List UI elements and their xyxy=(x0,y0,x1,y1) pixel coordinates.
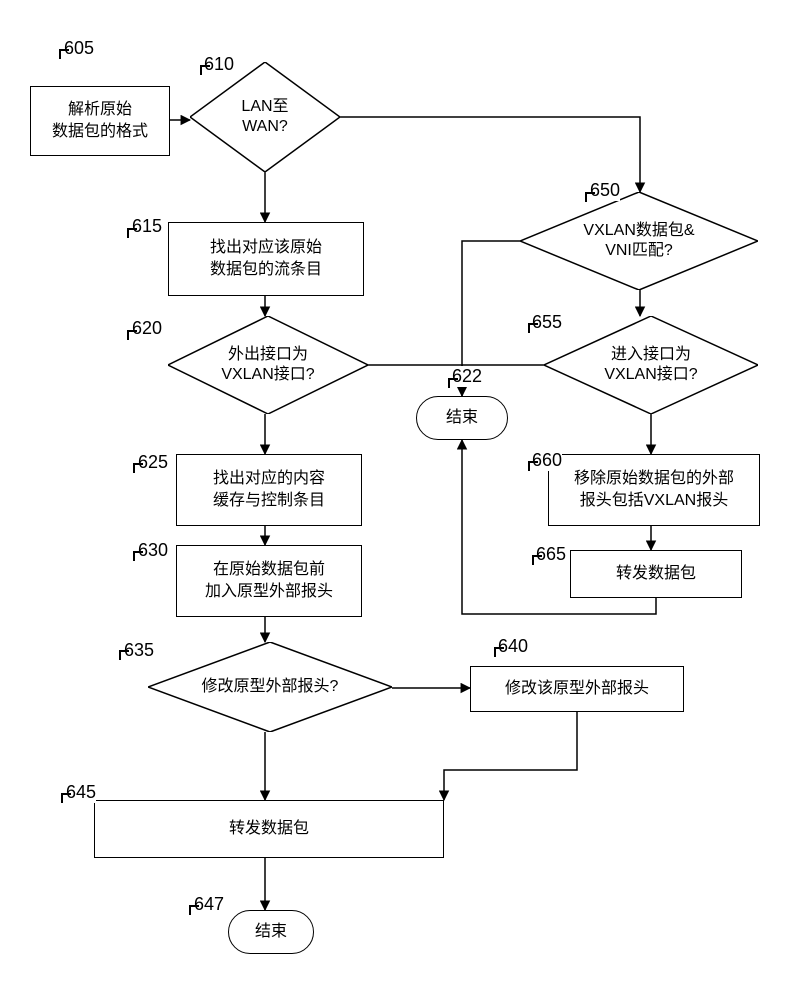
node-label: 进入接口为VXLAN接口? xyxy=(544,316,758,414)
corner-tick xyxy=(133,551,147,565)
corner-tick xyxy=(528,323,542,337)
node-n655: 进入接口为VXLAN接口? xyxy=(544,316,758,414)
node-n620: 外出接口为VXLAN接口? xyxy=(168,316,368,414)
node-n665: 转发数据包 xyxy=(570,550,742,598)
node-label: 解析原始数据包的格式 xyxy=(52,99,148,142)
corner-tick xyxy=(133,463,147,477)
corner-tick xyxy=(189,905,203,919)
node-n635: 修改原型外部报头? xyxy=(148,642,392,732)
corner-tick xyxy=(200,65,214,79)
node-label: 在原始数据包前加入原型外部报头 xyxy=(205,559,333,602)
corner-tick xyxy=(585,192,599,206)
node-label: 转发数据包 xyxy=(616,563,696,585)
node-n605: 解析原始数据包的格式 xyxy=(30,86,170,156)
node-label: 结束 xyxy=(255,921,287,943)
node-label: VXLAN数据包&VNI匹配? xyxy=(520,192,758,290)
corner-tick xyxy=(127,228,141,242)
node-n660: 移除原始数据包的外部报头包括VXLAN报头 xyxy=(548,454,760,526)
corner-tick xyxy=(59,49,73,63)
node-label: 移除原始数据包的外部报头包括VXLAN报头 xyxy=(574,468,734,511)
node-n645: 转发数据包 xyxy=(94,800,444,858)
node-label: 结束 xyxy=(446,407,478,429)
node-label: 外出接口为VXLAN接口? xyxy=(168,316,368,414)
node-n650: VXLAN数据包&VNI匹配? xyxy=(520,192,758,290)
node-label: 找出对应的内容缓存与控制条目 xyxy=(213,468,325,511)
node-label: 找出对应该原始数据包的流条目 xyxy=(210,237,322,280)
node-label: 修改该原型外部报头 xyxy=(505,678,649,700)
node-n615: 找出对应该原始数据包的流条目 xyxy=(168,222,364,296)
corner-tick xyxy=(528,461,542,475)
node-n625: 找出对应的内容缓存与控制条目 xyxy=(176,454,362,526)
corner-tick xyxy=(494,647,508,661)
node-label: 转发数据包 xyxy=(229,818,309,840)
corner-tick xyxy=(532,555,546,569)
node-label: 修改原型外部报头? xyxy=(148,642,392,732)
node-n647: 结束 xyxy=(228,910,314,954)
flowchart-canvas: 解析原始数据包的格式LAN至WAN?找出对应该原始数据包的流条目外出接口为VXL… xyxy=(0,0,805,1000)
corner-tick xyxy=(127,330,141,344)
corner-tick xyxy=(448,378,462,392)
node-n622: 结束 xyxy=(416,396,508,440)
node-n640: 修改该原型外部报头 xyxy=(470,666,684,712)
edge xyxy=(444,712,577,800)
corner-tick xyxy=(119,650,133,664)
node-n630: 在原始数据包前加入原型外部报头 xyxy=(176,545,362,617)
corner-tick xyxy=(61,793,75,807)
